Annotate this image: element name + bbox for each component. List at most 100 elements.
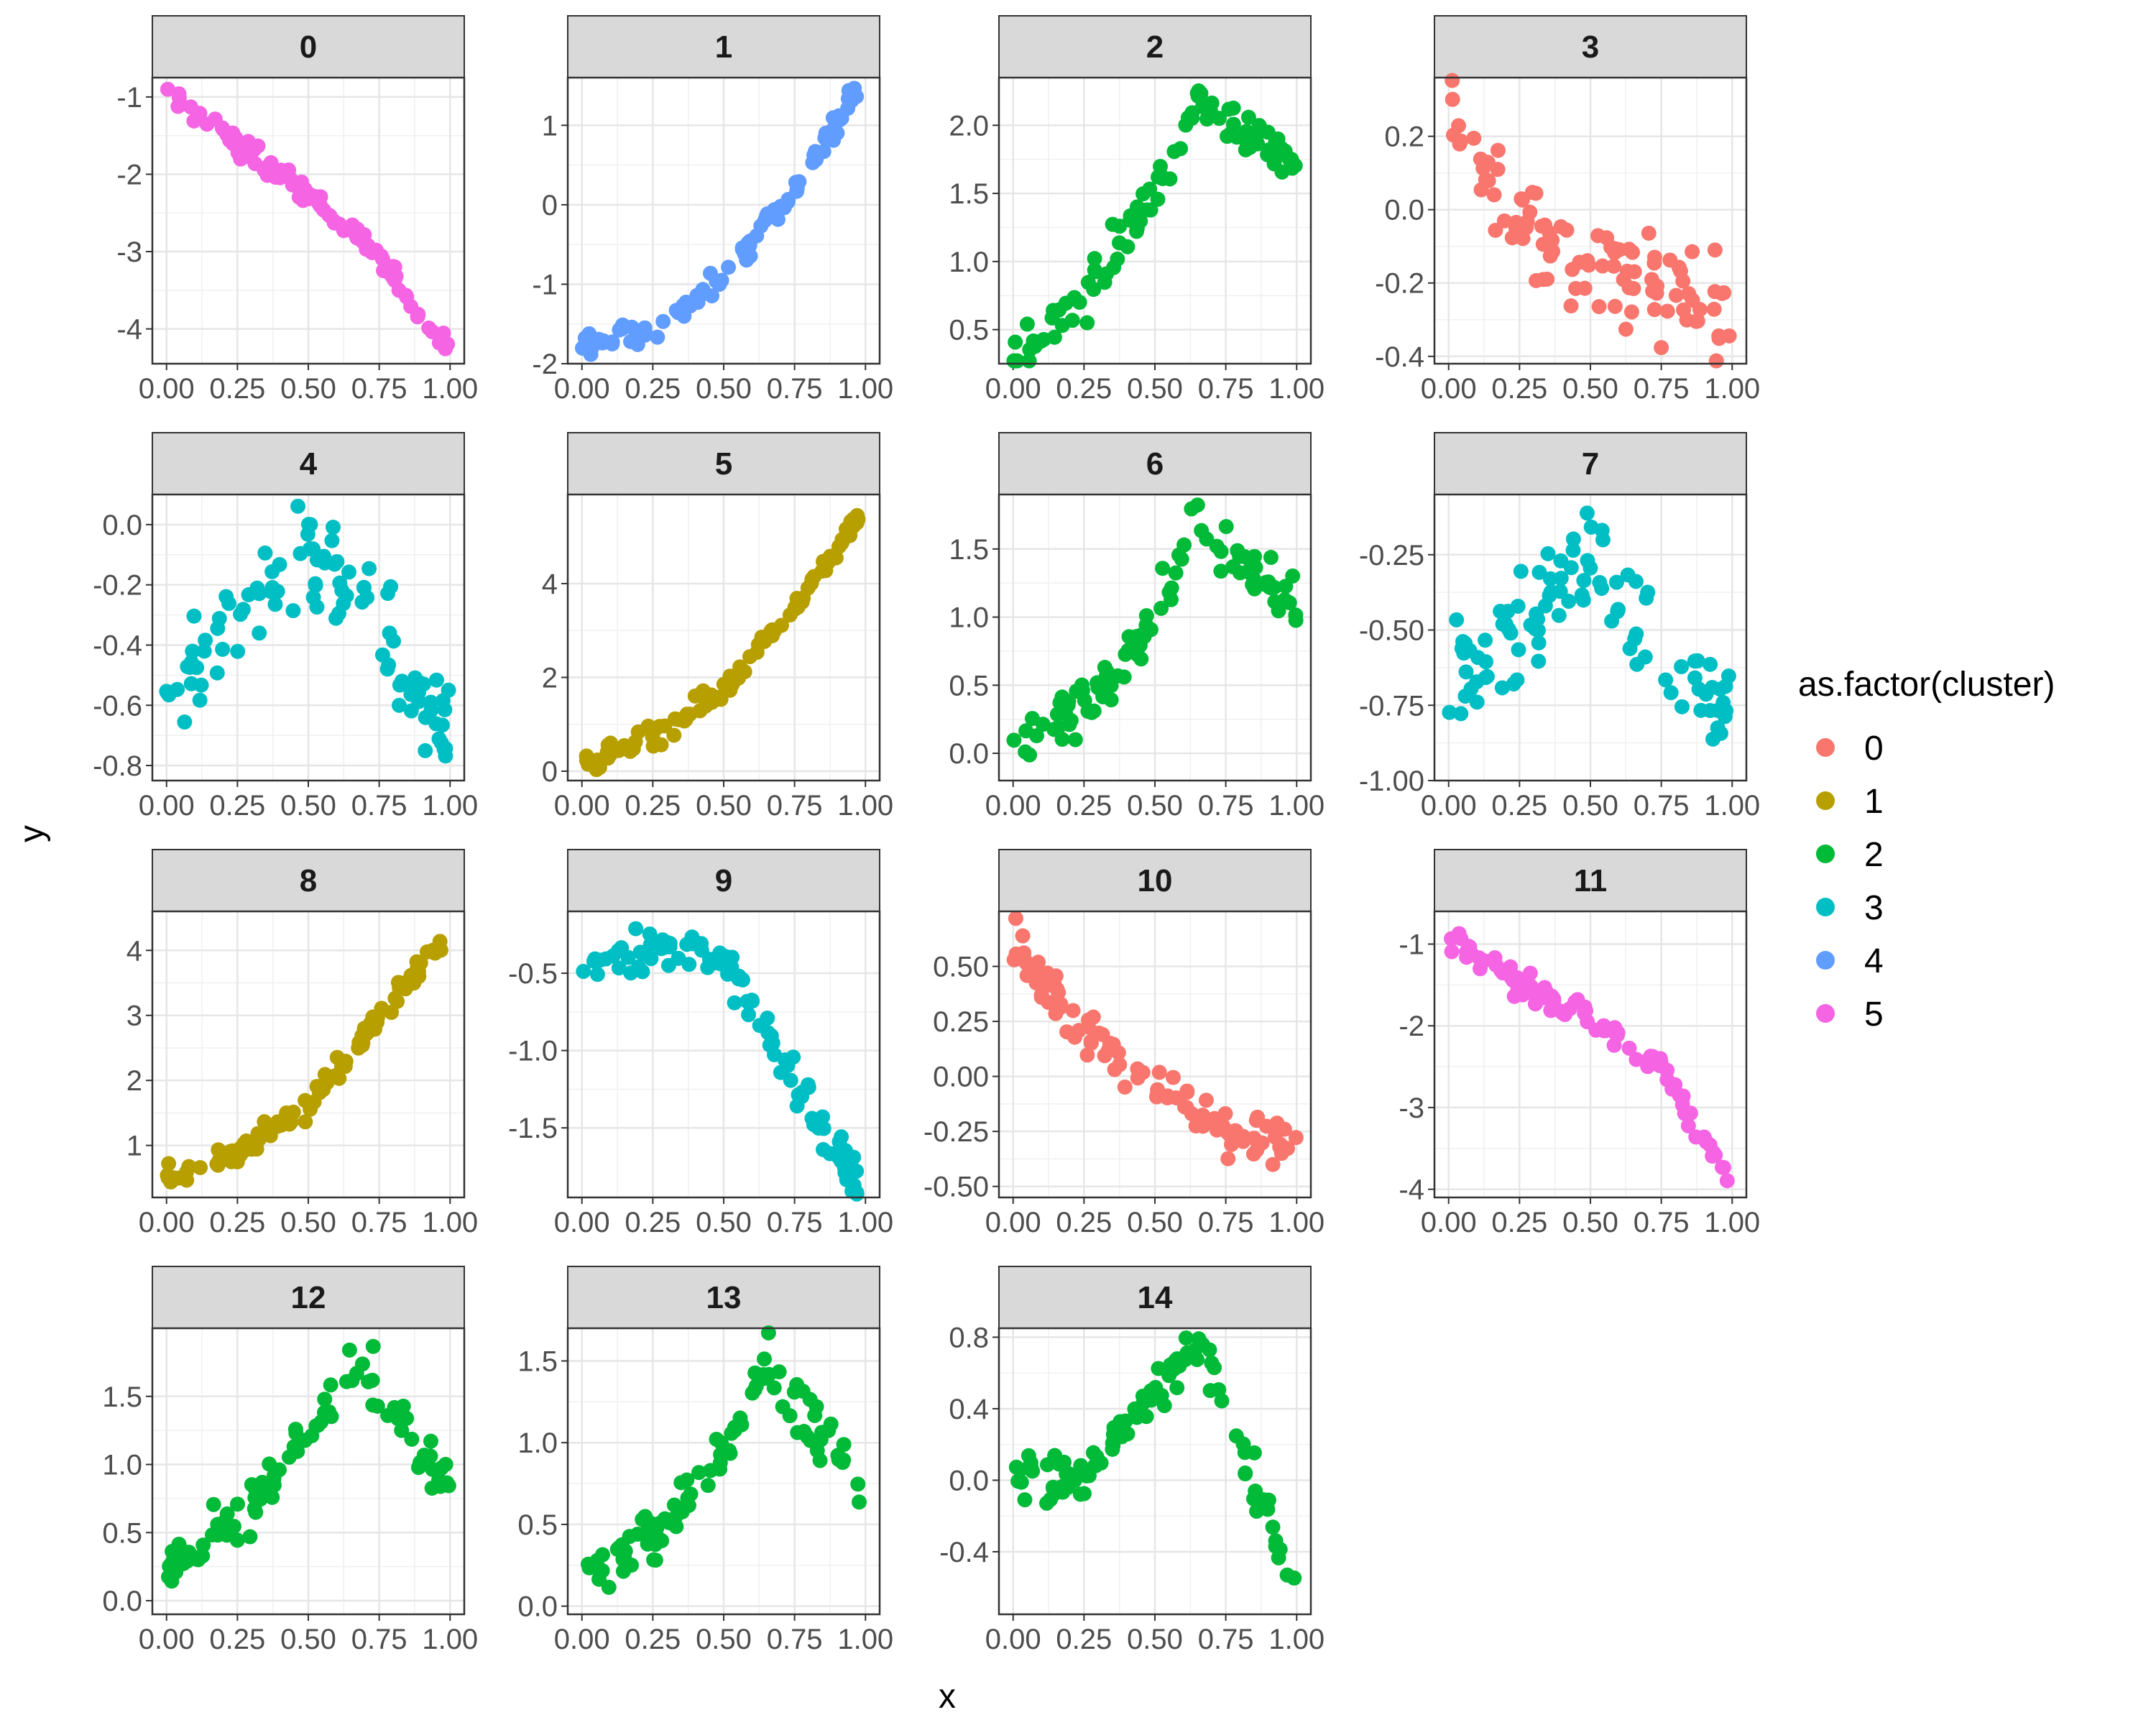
data-point (1500, 604, 1516, 620)
x-tick-label: 0.25 (625, 1207, 681, 1238)
data-point (1153, 1387, 1169, 1403)
data-point (300, 517, 316, 533)
data-point (1577, 280, 1593, 296)
data-point (1174, 551, 1189, 567)
data-point (737, 664, 752, 680)
data-point (1105, 216, 1120, 232)
y-tick-label: -0.2 (93, 570, 142, 602)
panel-border (998, 910, 1312, 1199)
panel-border (151, 493, 466, 782)
data-point (1027, 339, 1043, 354)
data-point (1606, 258, 1622, 274)
data-point (1688, 313, 1704, 329)
data-point (423, 694, 438, 710)
data-point (160, 1167, 175, 1183)
data-point (1265, 1519, 1281, 1535)
data-point (1490, 142, 1506, 158)
data-point (204, 1527, 220, 1543)
x-tick-label: 0.00 (985, 1624, 1041, 1655)
data-point (399, 1410, 415, 1426)
data-point (1708, 1147, 1723, 1163)
data-point (1100, 1042, 1116, 1058)
data-point (850, 1476, 866, 1492)
data-point (1649, 278, 1665, 294)
data-point (1015, 928, 1031, 944)
data-point (1184, 1106, 1199, 1122)
y-tick-label: 3 (126, 1000, 142, 1032)
data-point (1551, 607, 1567, 623)
data-point (195, 1548, 211, 1564)
data-point (679, 1472, 695, 1488)
data-point (783, 1072, 798, 1088)
facet-strip (998, 1266, 1312, 1329)
data-point (1018, 723, 1034, 739)
data-point (1603, 239, 1618, 255)
legend-label: 5 (1864, 995, 1884, 1034)
data-point (1288, 612, 1304, 628)
data-point (359, 242, 374, 257)
data-point (1578, 1003, 1594, 1018)
data-point (1188, 1118, 1204, 1134)
facet-panel-10: 10 0.00 0.25 0.50 0.75 1.00 -0.50 -0.25 0.00 0.25… (923, 849, 1325, 1238)
data-point (229, 1496, 245, 1512)
data-point (1674, 659, 1690, 675)
data-point (1018, 744, 1033, 760)
data-point (1681, 286, 1697, 302)
x-tick-label: 1.00 (1268, 1207, 1325, 1238)
data-point (305, 541, 321, 557)
x-tick-label: 1.00 (422, 1207, 478, 1238)
x-tick-label: 1.00 (422, 373, 478, 405)
data-point (1008, 911, 1023, 926)
x-tick-label: 0.25 (1491, 790, 1547, 822)
data-point (1087, 262, 1102, 278)
data-point (722, 682, 738, 698)
data-point (1139, 202, 1155, 218)
data-point (315, 1082, 331, 1098)
data-point (1150, 191, 1166, 207)
x-tick-label: 0.00 (1421, 1207, 1477, 1238)
data-point (1128, 224, 1144, 239)
data-point (747, 1365, 763, 1381)
facet-panel-4: 4 0.00 0.25 0.50 0.75 1.00 -0.8 -0.6 -0.4 -0.2 0.0 (93, 432, 478, 822)
data-point (356, 580, 372, 596)
data-point (1640, 584, 1656, 600)
y-tick-label: 0.5 (517, 1509, 558, 1541)
data-point (1705, 731, 1721, 747)
data-point (1562, 1000, 1577, 1016)
data-point (1053, 996, 1069, 1012)
facet-strip-label: 3 (1582, 29, 1599, 65)
data-point (795, 1384, 811, 1399)
data-point (1087, 251, 1102, 267)
x-tick-label: 0.00 (985, 790, 1041, 822)
data-point (709, 273, 724, 289)
data-point (1591, 299, 1607, 315)
data-point (390, 993, 405, 1009)
data-point (623, 965, 639, 981)
data-point (1595, 258, 1611, 274)
y-tick-label: -1 (116, 82, 142, 114)
data-point (840, 91, 856, 106)
data-point (704, 288, 720, 304)
y-tick-label: 1.5 (517, 1346, 558, 1377)
data-point (1575, 592, 1591, 608)
panel-border (151, 76, 466, 365)
legend-key (1816, 898, 1835, 916)
x-tick-label: 1.00 (422, 1624, 478, 1655)
data-point (199, 116, 215, 132)
data-point (1220, 129, 1235, 144)
data-point (344, 1373, 360, 1389)
data-point (1135, 1395, 1151, 1411)
data-point (624, 1558, 640, 1573)
data-point (757, 633, 773, 649)
data-point (1444, 944, 1460, 960)
data-point (1542, 571, 1558, 586)
data-point (1531, 635, 1547, 650)
data-point (267, 170, 283, 185)
data-point (1235, 1133, 1251, 1149)
data-point (1019, 967, 1035, 983)
data-point (193, 1159, 208, 1175)
data-point (681, 1497, 696, 1513)
data-point (579, 331, 595, 347)
data-point (589, 1552, 605, 1568)
data-point (252, 586, 267, 602)
